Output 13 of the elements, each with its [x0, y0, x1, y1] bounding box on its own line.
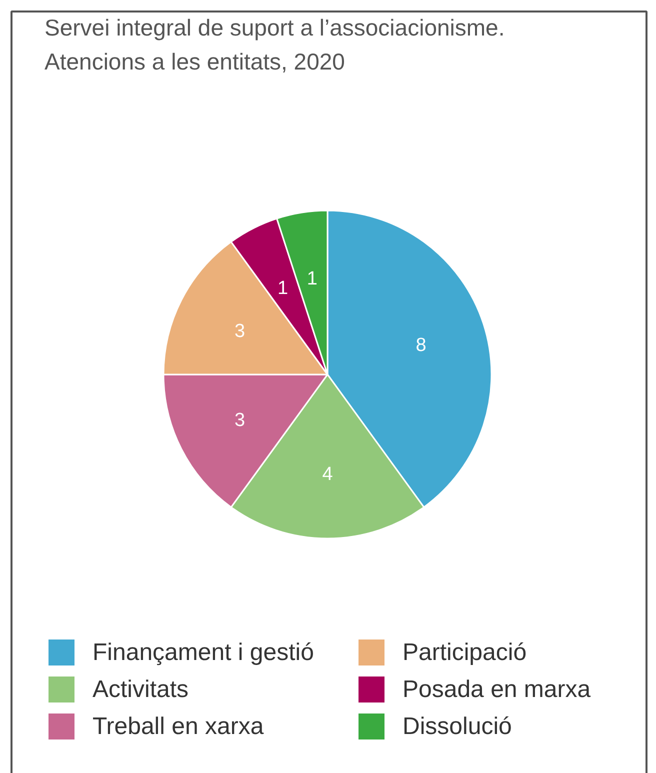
legend-label: Posada en marxa: [402, 676, 592, 703]
data-label: 8: [416, 335, 426, 356]
chart-title: Servei integral de suport a l’associacionisme. Atencions a les entitats, 2020: [44, 14, 505, 74]
data-label: 1: [278, 278, 288, 299]
legend-label: Participació: [402, 639, 527, 666]
data-label: 3: [234, 320, 246, 342]
legend-label: Treball en xarxa: [92, 713, 264, 740]
data-label: 3: [234, 410, 246, 432]
legend-label: Dissolució: [402, 713, 512, 740]
data-label: 4: [322, 464, 334, 485]
legend-label: Activitats: [92, 676, 189, 703]
legend-label: Finançament i gestió: [92, 639, 314, 666]
data-label: 1: [306, 268, 318, 290]
